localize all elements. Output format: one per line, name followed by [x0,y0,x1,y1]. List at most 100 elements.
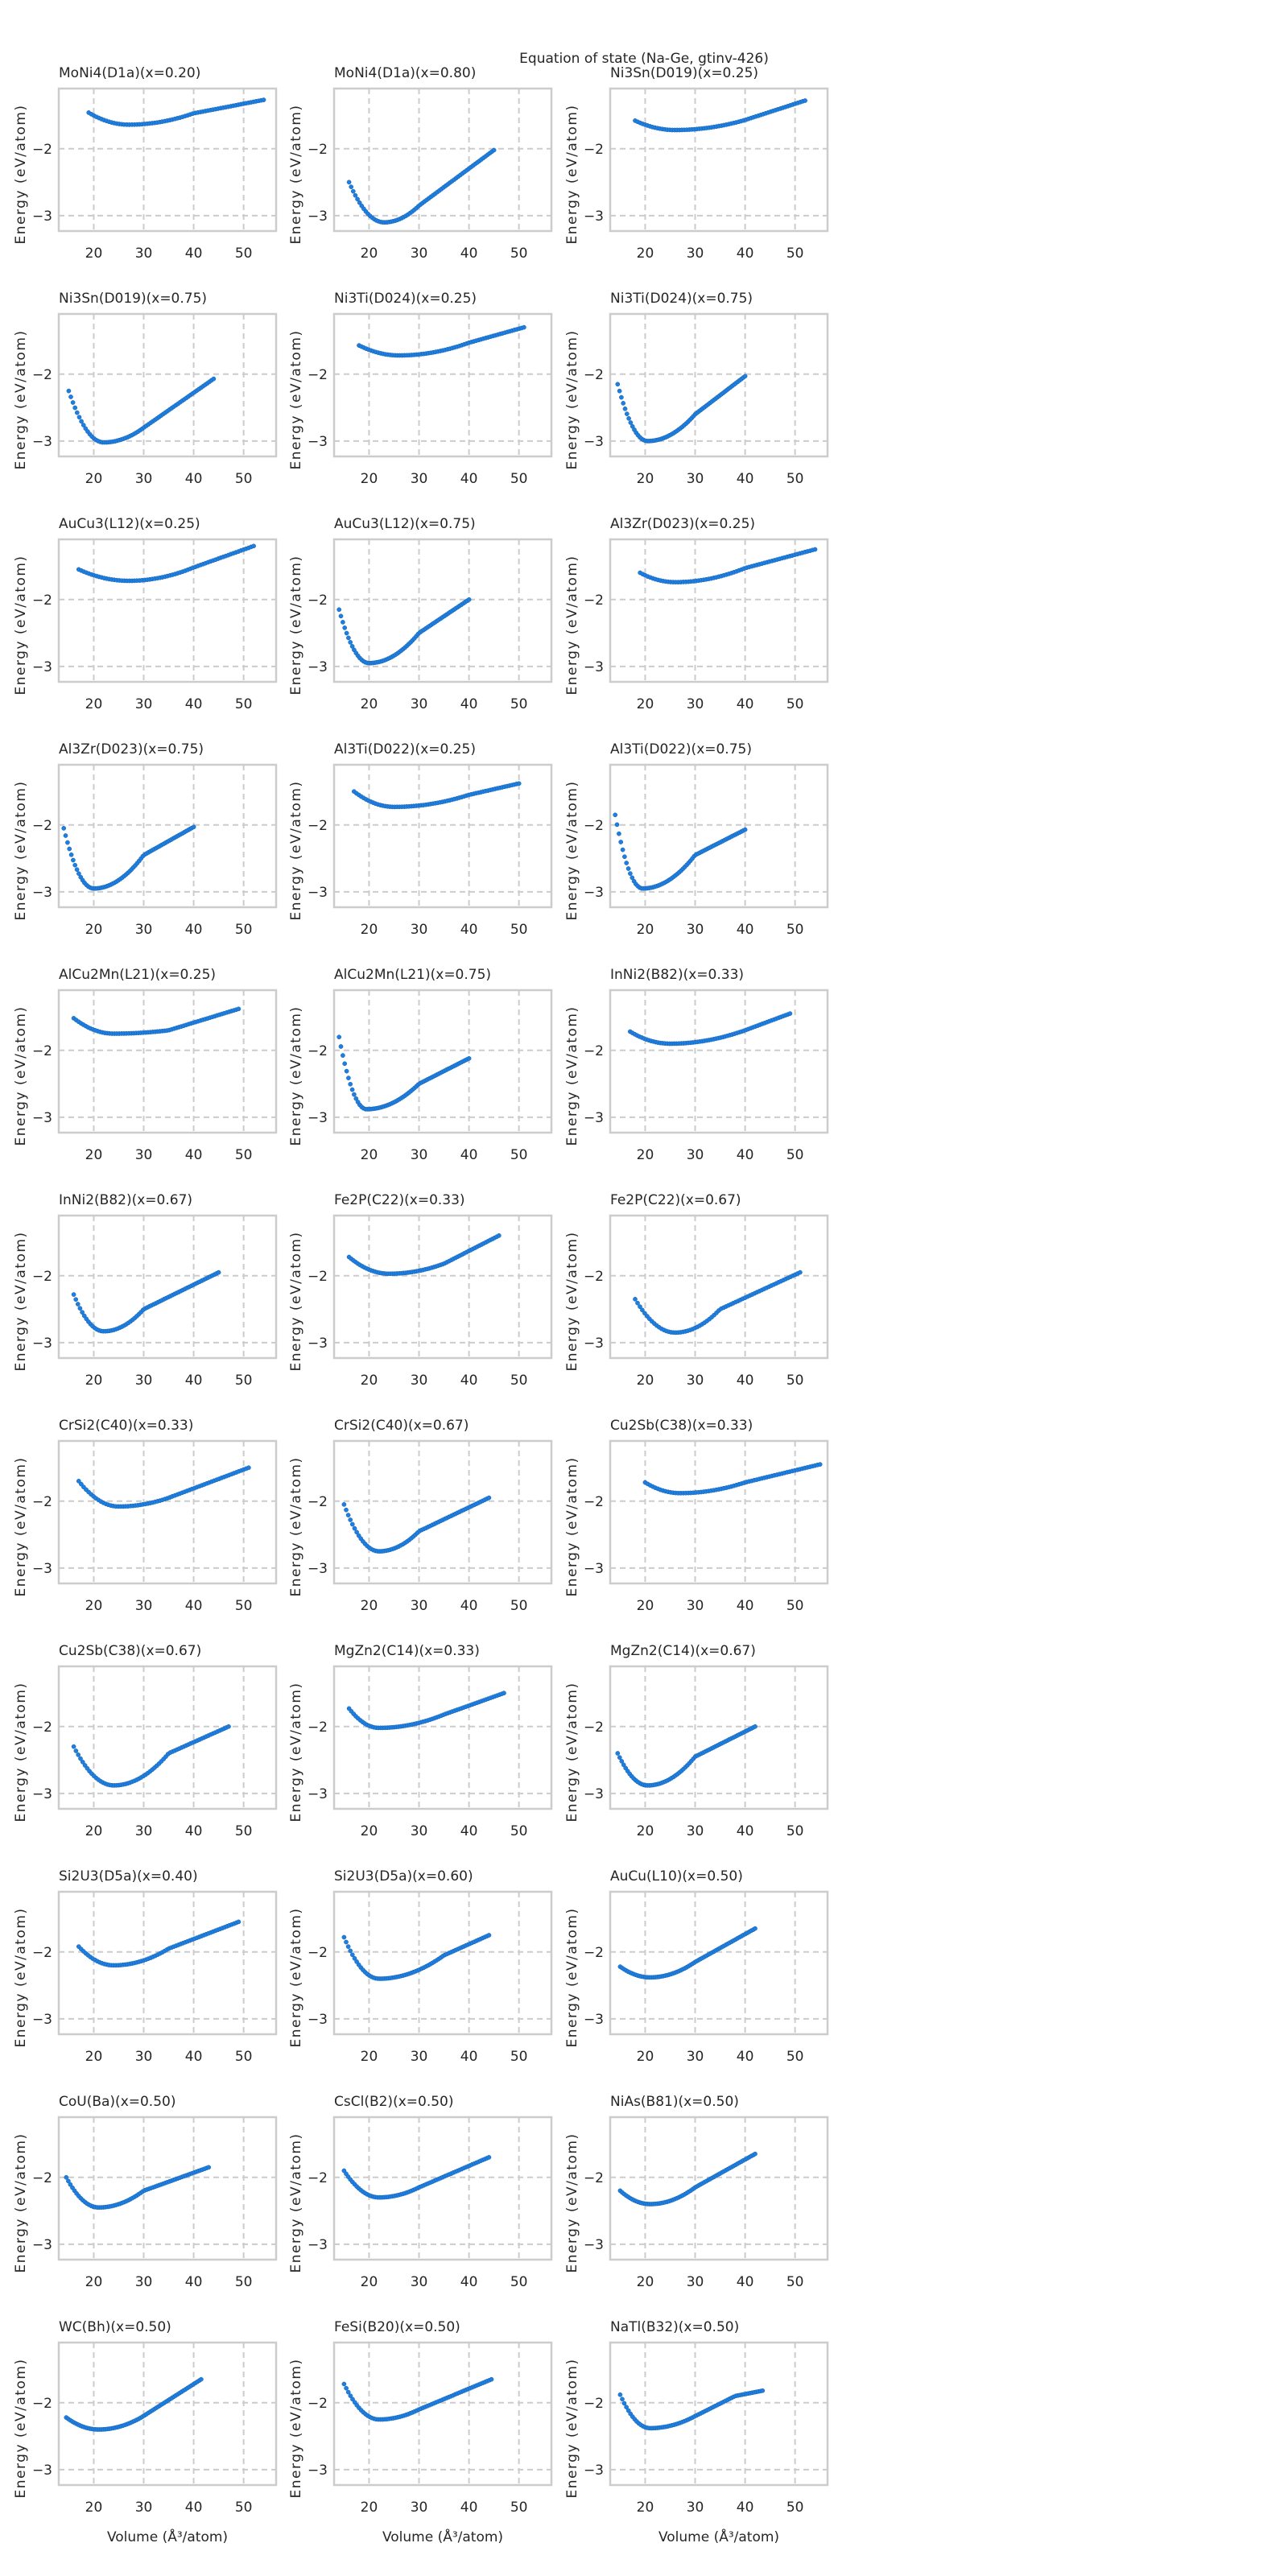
y-tick-label: −3 [584,208,604,225]
subplot: 20 30 40 50 −2 −3 Si2U3(D5a)(x=0.40) Energy (eV… [13,1868,278,2065]
subplot: 20 30 40 50 −2 −3 CoU(Ba)(x=0.50) Energy (eV/at… [13,2094,278,2290]
x-tick-label: 20 [361,2500,378,2516]
y-tick-label: −2 [308,1494,328,1510]
y-tick-label: −2 [584,2396,604,2412]
x-tick-label: 40 [185,2500,203,2516]
subplot: 20 30 40 50 −2 −3 Cu2Sb(C38)(x=0.67) Energy (eV… [13,1643,278,1839]
data-point [617,1755,622,1761]
x-tick-label: 50 [786,1823,804,1839]
data-point [357,200,362,205]
data-point [348,1081,353,1087]
x-tick-label: 50 [235,1147,253,1163]
subplot-title: Cu2Sb(C38)(x=0.33) [610,1418,753,1434]
subplot-title: FeSi(B20)(x=0.50) [334,2319,460,2335]
data-point [354,1530,359,1535]
subplot: 20 30 40 50 −2 −3 InNi2(B82)(x=0.33) Energy (eV… [564,967,829,1163]
subplot: 20 30 40 50 −2 −3 Al3Zr(D023)(x=0.25) Energy (e… [564,516,829,712]
data-point [624,861,630,865]
data-point [336,607,342,613]
data-point [80,1760,85,1765]
y-tick-label: −3 [32,208,52,225]
data-point [68,394,73,399]
data-point [617,831,621,836]
y-tick-label: −3 [308,1335,328,1352]
subplot-title: AlCu2Mn(L21)(x=0.75) [334,967,491,983]
y-axis-label: Energy (eV/atom) [13,1682,29,1822]
x-tick-label: 30 [135,696,153,712]
x-tick-label: 40 [460,471,478,487]
y-tick-label: −2 [584,1945,604,1961]
y-tick-label: −2 [308,592,328,609]
y-tick-label: −3 [32,659,52,675]
subplot-title: Ni3Ti(D024)(x=0.75) [610,291,753,307]
x-tick-label: 40 [185,246,203,262]
x-tick-label: 20 [85,246,103,262]
data-point [68,852,74,857]
data-point [642,1311,647,1316]
data-point [81,1313,87,1319]
x-tick-label: 20 [637,471,654,487]
subplot: 20 30 40 50 −2 −3 Fe2P(C22)(x=0.33) Energy (eV/… [288,1192,553,1389]
axes-frame [332,87,553,233]
x-tick-label: 50 [786,2500,804,2516]
x-tick-label: 40 [737,246,754,262]
x-tick-label: 40 [460,1373,478,1389]
y-axis-label: Energy (eV/atom) [564,104,580,244]
subplot-title: AlCu2Mn(L21)(x=0.25) [59,967,216,983]
x-tick-label: 30 [135,246,153,262]
subplot-title: AuCu(L10)(x=0.50) [610,1868,743,1885]
x-tick-label: 30 [687,1373,704,1389]
data-point [352,1092,357,1097]
y-tick-label: −3 [584,2237,604,2253]
data-point [73,1748,79,1753]
x-tick-label: 20 [85,1598,103,1614]
y-tick-label: −2 [308,2396,328,2412]
data-point [486,2155,492,2160]
x-tick-label: 40 [460,2500,478,2516]
x-tick-label: 20 [85,1147,103,1163]
axes-frame [57,1890,278,2036]
y-tick-label: −2 [32,818,52,834]
data-point [72,862,78,868]
subplot: 20 30 40 50 −2 −3 Al3Ti(D022)(x=0.25) Energy (e… [288,741,553,938]
data-point [621,401,626,406]
y-tick-label: −2 [308,2170,328,2186]
subplot-title: NaTl(B32)(x=0.50) [610,2319,739,2335]
x-tick-label: 50 [786,2274,804,2290]
y-tick-label: −3 [584,1786,604,1802]
data-point [348,1948,353,1954]
x-tick-label: 40 [185,1373,203,1389]
y-tick-label: −3 [32,1786,52,1802]
data-point [613,812,618,818]
y-axis-label: Energy (eV/atom) [288,104,304,244]
x-tick-label: 20 [637,922,654,938]
data-point [71,857,76,863]
subplot-title: Al3Zr(D023)(x=0.25) [610,516,755,532]
y-axis-label: Energy (eV/atom) [13,780,29,920]
x-tick-label: 30 [135,2049,153,2065]
data-point [346,1075,351,1080]
data-point [345,1944,351,1949]
data-point [352,1955,357,1961]
data-point [342,625,348,630]
subplot-title: Al3Ti(D022)(x=0.75) [610,741,752,758]
y-axis-label: Energy (eV/atom) [288,1682,304,1822]
x-tick-label: 20 [361,696,378,712]
subplot-title: MoNi4(D1a)(x=0.20) [59,65,200,81]
data-point [619,394,624,400]
y-tick-label: −2 [584,1494,604,1510]
axes-frame [332,2341,553,2487]
x-axis-label: Volume (Å³/atom) [658,2528,779,2545]
data-point [349,184,354,189]
axes-frame [332,1214,553,1360]
subplot: 20 30 40 50 −2 −3 Ni3Sn(D019)(x=0.75) Energy (e… [13,291,278,487]
y-tick-label: −3 [308,2012,328,2028]
data-point [64,2174,69,2180]
y-axis-label: Energy (eV/atom) [564,1682,580,1822]
x-tick-label: 30 [687,2049,704,2065]
data-point [633,1297,638,1302]
subplot-title: Si2U3(D5a)(x=0.40) [59,1868,198,1885]
axes-frame [57,538,278,683]
x-tick-label: 50 [786,696,804,712]
